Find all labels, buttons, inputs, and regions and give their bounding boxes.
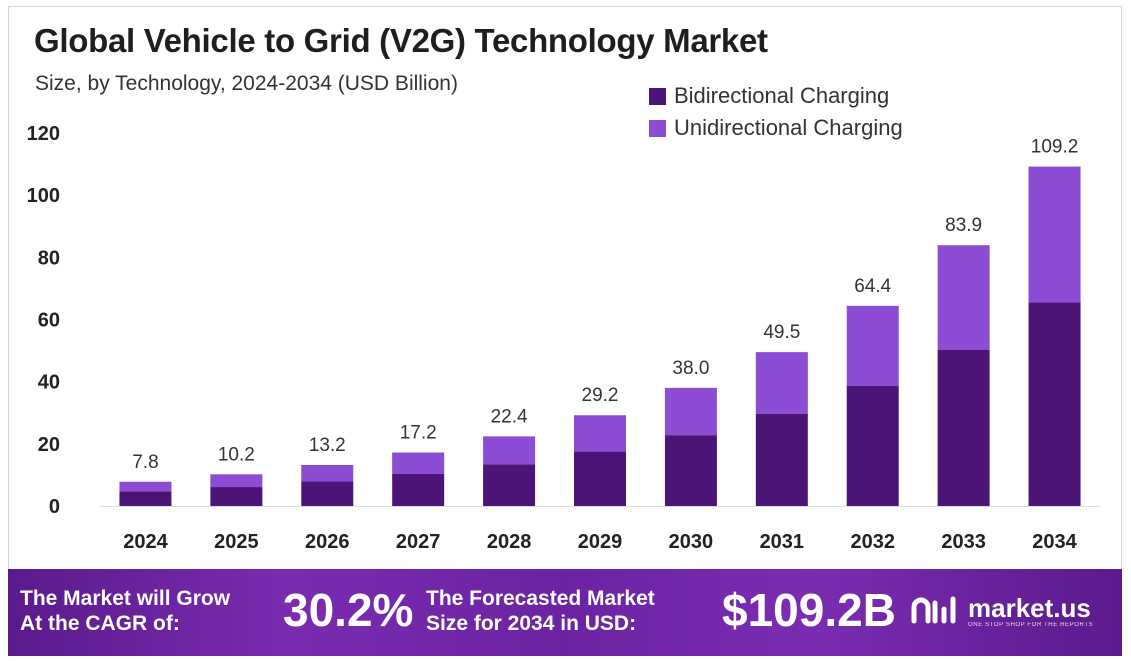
brand-logo[interactable]: market.us ONE STOP SHOP FOR THE REPORTS (910, 591, 1093, 631)
x-tick-label: 2034 (1032, 531, 1077, 553)
bar-total-label: 49.5 (763, 322, 800, 343)
bar-unidirectional-2028 (483, 436, 536, 465)
bar-total-label: 13.2 (309, 435, 346, 456)
cagr-caption-line2: At the CAGR of: (20, 612, 180, 635)
chart-title: Global Vehicle to Grid (V2G) Technology … (34, 22, 768, 59)
bar-bidirectional-2029 (574, 451, 626, 506)
y-tick-label: 60 (38, 310, 60, 332)
x-tick-label: 2033 (941, 531, 986, 553)
legend-swatch-bidirectional (649, 87, 666, 105)
cagr-caption-line1: The Market will Grow (20, 587, 231, 610)
x-tick-label: 2024 (123, 531, 168, 553)
bar-total-label: 7.8 (132, 452, 158, 473)
x-tick-label: 2030 (669, 531, 714, 553)
bar-unidirectional-2029 (574, 415, 626, 452)
brand-name: market.us (968, 593, 1091, 623)
y-tick-label: 0 (49, 496, 60, 518)
bar-total-label: 64.4 (854, 276, 891, 297)
bar-unidirectional-2024 (119, 481, 172, 492)
forecast-caption-line2: Size for 2034 in USD: (426, 612, 637, 635)
x-tick-label: 2027 (396, 531, 441, 553)
y-tick-label: 40 (38, 372, 60, 394)
x-tick-label: 2028 (487, 531, 532, 553)
bar-total-label: 38.0 (672, 358, 709, 379)
y-tick-label: 80 (38, 247, 60, 269)
bar-bidirectional-2026 (301, 481, 354, 506)
bar-bidirectional-2034 (1028, 302, 1081, 506)
legend-item-bidirectional[interactable]: Bidirectional Charging (649, 80, 903, 112)
forecast-value: $109.2B (722, 584, 896, 636)
forecast-caption-line1: The Forecasted Market (426, 587, 655, 610)
bar-total-label: 109.2 (1031, 137, 1079, 158)
bar-total-label: 17.2 (400, 423, 437, 444)
bar-total-label: 10.2 (218, 444, 255, 465)
chart-legend: Bidirectional Charging Unidirectional Ch… (649, 80, 903, 144)
x-tick-label: 2026 (305, 531, 350, 553)
bar-unidirectional-2033 (937, 245, 990, 350)
chart-card (8, 6, 1122, 656)
x-tick-label: 2029 (578, 531, 623, 553)
bar-unidirectional-2031 (755, 352, 808, 414)
forecast-caption: The Forecasted Market Size for 2034 in U… (426, 586, 655, 636)
chart-subtitle: Size, by Technology, 2024-2034 (USD Bill… (35, 72, 458, 95)
legend-label-bidirectional: Bidirectional Charging (674, 83, 890, 108)
bar-bidirectional-2028 (483, 464, 536, 506)
bar-total-label: 83.9 (945, 215, 982, 236)
bar-bidirectional-2031 (755, 413, 808, 506)
bar-bidirectional-2027 (392, 473, 445, 506)
bar-bidirectional-2030 (664, 435, 717, 506)
bar-bidirectional-2024 (119, 491, 172, 506)
legend-swatch-unidirectional (649, 119, 666, 137)
legend-label-unidirectional: Unidirectional Charging (674, 115, 903, 140)
bar-unidirectional-2027 (392, 452, 445, 474)
y-tick-label: 100 (27, 185, 60, 207)
bar-chart: 0 20 40 60 80 100 120 7.8 2024 10.2 2025 13.2 2026 17… (27, 123, 1100, 553)
bar-total-label: 22.4 (491, 406, 528, 427)
bar-unidirectional-2026 (301, 464, 354, 482)
brand-tagline: ONE STOP SHOP FOR THE REPORTS (968, 622, 1094, 628)
bar-bidirectional-2025 (210, 487, 263, 506)
bar-bidirectional-2032 (846, 386, 899, 506)
bar-total-label: 29.2 (582, 385, 619, 406)
cagr-value: 30.2% (283, 584, 414, 636)
bar-bidirectional-2033 (937, 349, 990, 506)
summary-banner: The Market will Grow At the CAGR of: 30.… (8, 569, 1122, 656)
x-tick-label: 2031 (760, 531, 805, 553)
y-tick-label: 20 (38, 434, 60, 456)
market-us-logo-icon (911, 596, 956, 624)
x-tick-label: 2025 (214, 531, 259, 553)
cagr-caption: The Market will Grow At the CAGR of: (20, 586, 230, 636)
legend-item-unidirectional[interactable]: Unidirectional Charging (649, 112, 903, 144)
bar-unidirectional-2032 (846, 305, 899, 387)
x-tick-label: 2032 (850, 531, 895, 553)
bar-unidirectional-2034 (1028, 166, 1081, 303)
bar-unidirectional-2030 (664, 387, 717, 436)
y-tick-label: 120 (27, 123, 60, 145)
bar-unidirectional-2025 (210, 474, 263, 488)
